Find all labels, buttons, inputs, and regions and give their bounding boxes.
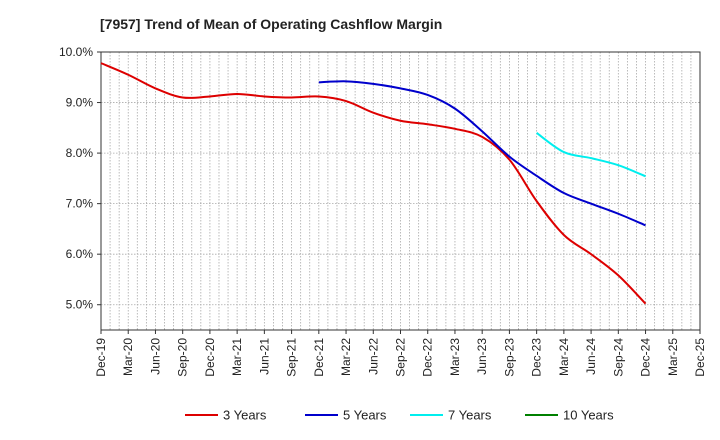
x-tick-label: Dec-20 bbox=[203, 338, 217, 377]
y-tick-label: 9.0% bbox=[66, 96, 94, 110]
y-tick-label: 5.0% bbox=[66, 298, 94, 312]
x-tick-label: Mar-22 bbox=[339, 338, 353, 376]
series-line-7-years bbox=[536, 132, 646, 178]
y-tick-label: 6.0% bbox=[66, 247, 94, 261]
x-tick-label: Dec-25 bbox=[693, 338, 707, 377]
x-tick-label: Sep-24 bbox=[611, 338, 625, 377]
legend-label-10-years: 10 Years bbox=[563, 408, 614, 423]
chart-title: [7957] Trend of Mean of Operating Cashfl… bbox=[100, 16, 443, 32]
legend-label-5-years: 5 Years bbox=[343, 408, 387, 423]
x-tick-label: Jun-21 bbox=[257, 338, 271, 375]
x-tick-label: Dec-21 bbox=[312, 338, 326, 377]
series-line-3-years bbox=[100, 62, 647, 305]
x-tick-label: Mar-24 bbox=[557, 338, 571, 376]
legend-label-3-years: 3 Years bbox=[223, 408, 267, 423]
x-tick-label: Mar-25 bbox=[666, 338, 680, 376]
x-tick-label: Mar-21 bbox=[230, 338, 244, 376]
x-tick-label: Mar-20 bbox=[121, 338, 135, 376]
y-tick-label: 8.0% bbox=[66, 146, 94, 160]
x-tick-label: Jun-20 bbox=[148, 338, 162, 375]
y-tick-label: 7.0% bbox=[66, 197, 94, 211]
x-tick-label: Mar-23 bbox=[448, 338, 462, 376]
x-tick-label: Jun-24 bbox=[584, 338, 598, 375]
x-tick-label: Dec-22 bbox=[421, 338, 435, 377]
x-tick-label: Jun-23 bbox=[475, 338, 489, 375]
series-line-5-years bbox=[318, 80, 646, 227]
x-tick-label: Dec-19 bbox=[94, 338, 108, 377]
x-tick-label: Jun-22 bbox=[366, 338, 380, 375]
x-tick-label: Sep-22 bbox=[394, 338, 408, 377]
x-tick-label: Dec-24 bbox=[639, 338, 653, 377]
x-tick-label: Sep-23 bbox=[502, 338, 516, 377]
x-tick-label: Sep-21 bbox=[285, 338, 299, 377]
y-tick-label: 10.0% bbox=[59, 45, 93, 59]
x-tick-label: Sep-20 bbox=[176, 338, 190, 377]
x-tick-label: Dec-23 bbox=[530, 338, 544, 377]
legend-label-7-years: 7 Years bbox=[448, 408, 492, 423]
